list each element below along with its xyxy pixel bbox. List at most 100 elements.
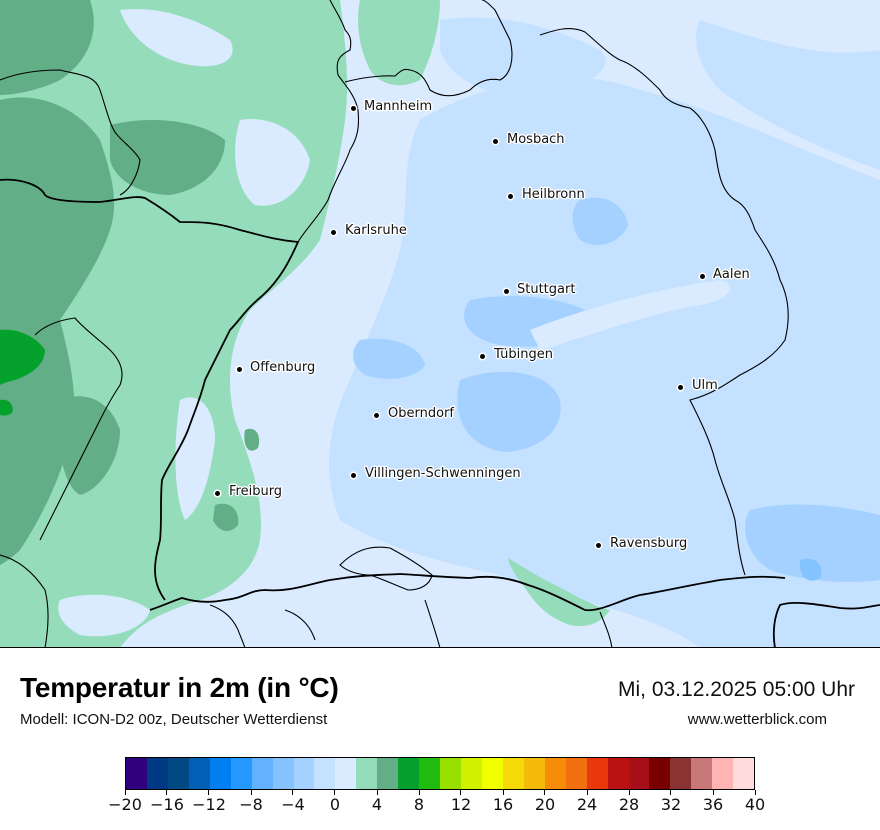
colorbar-ticks: −20 −16 −12 −8 −4 0 4 8 12 16 20 24 28 32 36 40 <box>108 790 765 820</box>
city-dot-ulm <box>678 385 683 390</box>
colorbar-segment <box>649 758 671 789</box>
colorbar-tick-label: 28 <box>618 795 640 814</box>
city-dot-offenburg <box>237 367 242 372</box>
colorbar-legend <box>125 757 755 790</box>
colorbar-tick-label: 4 <box>371 795 383 814</box>
colorbar-tick <box>460 790 462 795</box>
map-canvas <box>0 0 880 647</box>
colorbar-segment <box>544 758 566 789</box>
colorbar-tick-label: 12 <box>450 795 472 814</box>
temp-field-minus4-minus2-south <box>457 371 561 452</box>
city-dot-tuebingen <box>480 354 485 359</box>
colorbar-segment <box>419 758 441 789</box>
city-label-freiburg: Freiburg <box>229 484 283 499</box>
temp-field-minus2-0-east <box>696 20 880 170</box>
border-state-bavaria <box>539 28 789 576</box>
colorbar-tick-label: 36 <box>702 795 724 814</box>
colorbar-tick-label: 32 <box>660 795 682 814</box>
city-label-stuttgart: Stuttgart <box>517 282 576 297</box>
colorbar-tick <box>208 790 210 795</box>
colorbar-tick <box>670 790 672 795</box>
colorbar-tick <box>544 790 546 795</box>
colorbar-tick-label: 40 <box>744 795 766 814</box>
colorbar-tick-label: −12 <box>192 795 226 814</box>
colorbar-segment <box>565 758 587 789</box>
border-swiss-cantons <box>209 599 613 647</box>
city-label-ulm: Ulm <box>692 378 718 393</box>
temp-field-6-8-west-small <box>0 399 13 416</box>
temp-field-minus4-minus2-se <box>745 504 880 582</box>
border-state-vosges <box>34 317 123 541</box>
city-dot-freiburg <box>215 491 220 496</box>
temp-field-4-6-center <box>110 120 225 195</box>
colorbar-tick <box>166 790 168 795</box>
colorbar-segment <box>167 758 189 789</box>
temp-field-minus2-0 <box>329 77 880 647</box>
colorbar-tick <box>418 790 420 795</box>
colorbar-segment <box>398 758 420 789</box>
temp-field-minus4-minus2-obern <box>353 338 425 379</box>
colorbar-tick <box>712 790 714 795</box>
colorbar-segment <box>146 758 168 789</box>
colorbar-segment <box>293 758 315 789</box>
colorbar-segment <box>314 758 336 789</box>
colorbar-segment <box>272 758 294 789</box>
city-label-offenburg: Offenburg <box>250 360 316 375</box>
border-state-hesse-bavaria <box>297 0 360 243</box>
temp-field-0-2-patch-rhine <box>235 119 310 206</box>
colorbar-tick <box>250 790 252 795</box>
city-dot-heilbronn <box>508 194 513 199</box>
temp-field-minus4-minus2-heilbronn <box>572 197 628 245</box>
border-state-south <box>0 554 49 647</box>
colorbar-tick-label: −4 <box>281 795 305 814</box>
border-state-hesse-bw <box>344 0 513 97</box>
city-dot-karlsruhe <box>331 230 336 235</box>
colorbar-segment <box>670 758 692 789</box>
colorbar-tick-label: 0 <box>329 795 341 814</box>
model-source: Modell: ICON-D2 00z, Deutscher Wetterdie… <box>20 711 328 728</box>
border-lake-constance <box>339 546 433 591</box>
colorbar-segment <box>481 758 503 789</box>
colorbar-tick <box>124 790 126 795</box>
colorbar-tick <box>628 790 630 795</box>
colorbar-tick-label: −8 <box>239 795 263 814</box>
map-title: Temperatur in 2m (in °C) <box>20 672 339 703</box>
colorbar-segment <box>712 758 734 789</box>
temp-field-minus2-0-north <box>440 17 606 96</box>
temp-field-4-6-nw <box>0 0 94 95</box>
border-national-west <box>0 178 300 601</box>
colorbar-segment <box>523 758 545 789</box>
colorbar-tick <box>754 790 756 795</box>
colorbar-segment <box>440 758 461 789</box>
colorbar-tick <box>376 790 378 795</box>
city-label-villingen-schwenningen: Villingen-Schwenningen <box>365 466 521 481</box>
colorbar-segment <box>230 758 252 789</box>
colorbar-tick-label: 16 <box>492 795 514 814</box>
temp-field-0-2-patch-north <box>120 9 233 67</box>
colorbar-segment <box>356 758 378 789</box>
colorbar-segment <box>188 758 210 789</box>
city-dot-villingen-schwenningen <box>351 473 356 478</box>
website-url: www.wetterblick.com <box>687 711 827 728</box>
forecast-datetime: Mi, 03.12.2025 05:00 Uhr <box>618 678 855 701</box>
border-national-austria <box>772 602 880 647</box>
city-dot-ravensburg <box>596 543 601 548</box>
colorbar-tick-label: 8 <box>413 795 425 814</box>
colorbar-tick-label: 24 <box>576 795 598 814</box>
temp-field-6-8-west <box>0 329 45 385</box>
colorbar-tick <box>586 790 588 795</box>
temperature-map: Mannheim Mosbach Heilbronn Karlsruhe Stu… <box>0 0 880 648</box>
temp-field-4-6-west <box>0 97 115 565</box>
colorbar-tick <box>292 790 294 795</box>
city-dot-oberndorf <box>374 413 379 418</box>
city-label-heilbronn: Heilbronn <box>522 187 585 202</box>
temp-field-2-4-northeast <box>358 0 440 86</box>
temp-field-0-2-patch-upperrhine <box>175 397 215 520</box>
temp-field-4-6-offenburg <box>244 428 260 451</box>
colorbar-segment <box>251 758 273 789</box>
colorbar-tick-label: −16 <box>150 795 184 814</box>
colorbar-tick-label: 20 <box>534 795 556 814</box>
city-label-mannheim: Mannheim <box>364 99 433 114</box>
city-dot-aalen <box>700 274 705 279</box>
colorbar-segment <box>502 758 524 789</box>
